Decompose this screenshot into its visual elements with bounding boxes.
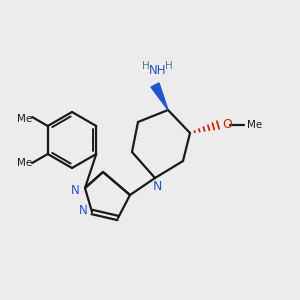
Polygon shape — [151, 83, 168, 110]
Text: Me: Me — [16, 114, 32, 124]
Text: N: N — [152, 181, 162, 194]
Text: NH: NH — [149, 64, 167, 77]
Text: O: O — [222, 118, 232, 131]
Text: Me: Me — [247, 120, 262, 130]
Text: H: H — [142, 61, 150, 71]
Text: Me: Me — [16, 158, 32, 168]
Text: N: N — [79, 205, 88, 218]
Text: N: N — [71, 184, 80, 196]
Text: H: H — [165, 61, 173, 71]
